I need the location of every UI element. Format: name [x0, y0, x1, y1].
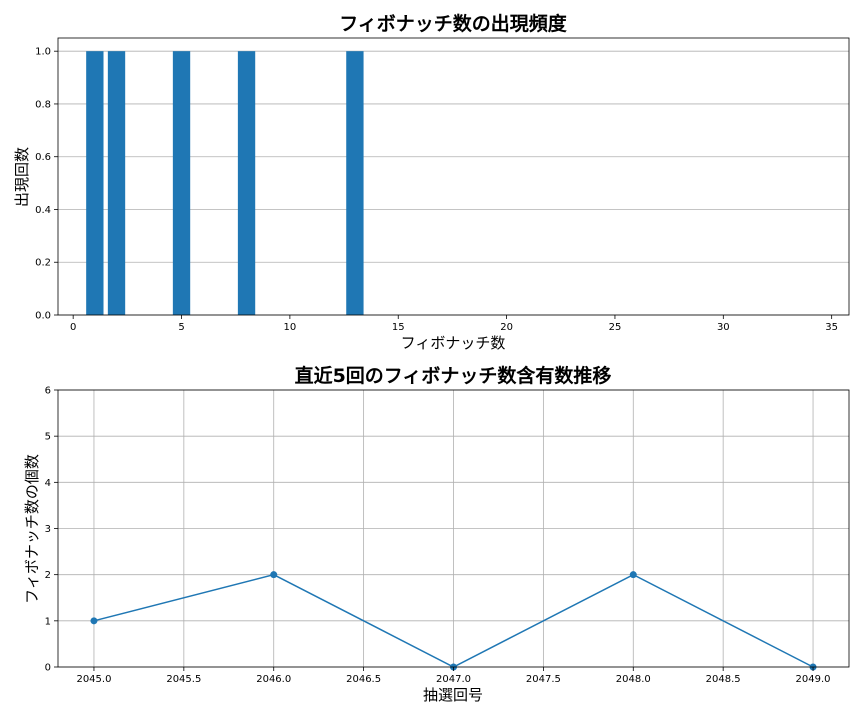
line-chart-y-label: フィボナッチ数の個数 [23, 454, 41, 604]
line-chart-title: 直近5回のフィボナッチ数含有数推移 [295, 364, 612, 387]
y-tick-label: 0.2 [35, 258, 51, 269]
bar-chart-title: フィボナッチ数の出現頻度 [339, 12, 568, 35]
y-tick-label: 1.0 [35, 47, 51, 58]
line-chart: 直近5回のフィボナッチ数含有数推移 2045.0 2045.5 2046.0 2046… [23, 364, 850, 704]
line-chart-y-ticks: 0 1 2 3 4 5 6 [45, 386, 58, 674]
x-tick-label: 2049.0 [796, 674, 831, 685]
x-tick-label: 30 [717, 322, 730, 333]
bar-chart-y-label: 出現回数 [13, 147, 31, 207]
x-tick-label: 2048.0 [616, 674, 651, 685]
y-tick-label: 3 [45, 524, 51, 535]
bar [237, 51, 256, 315]
x-tick-label: 2045.5 [166, 674, 201, 685]
x-tick-label: 15 [392, 322, 405, 333]
bar-chart-bars [86, 51, 364, 315]
y-tick-label: 2 [45, 570, 51, 581]
x-tick-label: 2048.5 [706, 674, 741, 685]
y-tick-label: 0.4 [35, 205, 51, 216]
bar [346, 51, 364, 315]
bar [172, 51, 191, 315]
bar-chart-x-ticks: 0 5 10 15 20 25 30 35 [70, 315, 838, 333]
y-tick-label: 0.8 [35, 99, 51, 110]
y-tick-label: 4 [45, 478, 51, 489]
bar-chart-plot-frame [57, 37, 850, 316]
data-point [629, 571, 637, 579]
data-point [270, 571, 278, 579]
bar [107, 51, 126, 315]
bar [86, 51, 104, 315]
y-tick-label: 0 [45, 663, 51, 674]
x-tick-label: 2046.5 [346, 674, 381, 685]
bar-chart-y-ticks: 0.0 0.2 0.4 0.6 0.8 1.0 [35, 47, 58, 322]
x-tick-label: 10 [284, 322, 297, 333]
y-tick-label: 5 [45, 432, 51, 443]
line-chart-x-ticks: 2045.0 2045.5 2046.0 2046.5 2047.0 2047.5 2048… [76, 667, 831, 685]
bar-chart: フィボナッチ数の出現頻度 0 5 10 15 20 25 30 35 0.0 0.2 0.4 0.6… [13, 12, 850, 352]
y-tick-label: 6 [45, 386, 51, 397]
bar-chart-x-label: フィボナッチ数 [401, 334, 506, 352]
x-tick-label: 35 [825, 322, 838, 333]
x-tick-label: 2046.0 [256, 674, 291, 685]
data-point [90, 617, 98, 625]
x-tick-label: 0 [70, 322, 76, 333]
x-tick-label: 2047.0 [436, 674, 471, 685]
y-tick-label: 0.0 [35, 311, 51, 322]
y-tick-label: 1 [45, 616, 51, 627]
y-tick-label: 0.6 [35, 152, 51, 163]
x-tick-label: 2047.5 [526, 674, 561, 685]
x-tick-label: 25 [609, 322, 622, 333]
line-chart-x-label: 抽選回号 [423, 686, 483, 704]
x-tick-label: 5 [178, 322, 184, 333]
x-tick-label: 20 [500, 322, 513, 333]
x-tick-label: 2045.0 [76, 674, 111, 685]
